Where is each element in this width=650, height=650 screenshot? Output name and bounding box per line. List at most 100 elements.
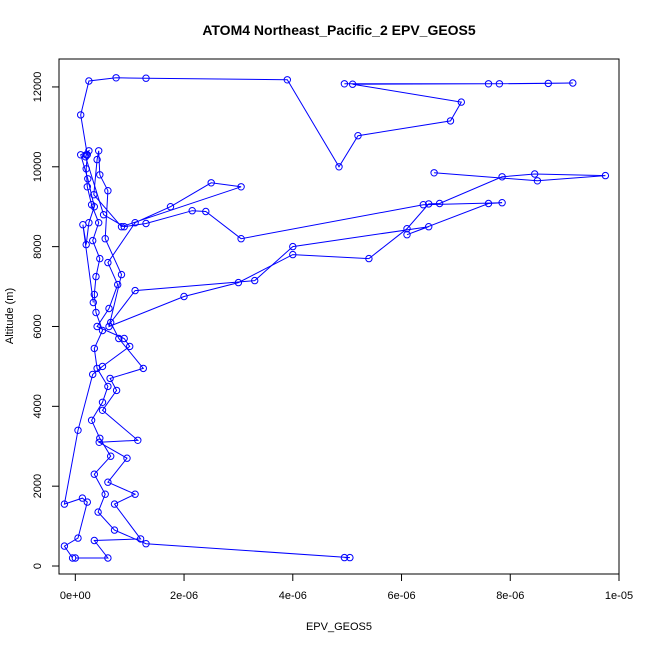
data-point — [90, 290, 99, 299]
data-point — [340, 80, 349, 88]
data-point — [98, 398, 107, 406]
data-point — [93, 322, 101, 331]
chart-title: ATOM4 Northeast_Pacific_2 EPV_GEOS5 — [202, 22, 476, 38]
data-point — [74, 534, 82, 542]
data-point — [90, 470, 99, 478]
data-point — [96, 434, 104, 442]
data-point — [136, 535, 145, 543]
data-point — [180, 292, 188, 301]
data-point — [484, 80, 493, 88]
data-point — [101, 235, 109, 243]
data-point — [601, 171, 610, 180]
data-point — [142, 219, 150, 228]
data-point — [419, 201, 427, 209]
data-point — [142, 540, 150, 548]
data-point — [92, 272, 100, 281]
data-point — [87, 416, 96, 424]
x-tick-label: 8e-06 — [496, 590, 524, 602]
data-point — [348, 80, 357, 88]
data-point — [107, 318, 115, 327]
data-point — [101, 490, 109, 498]
data-point — [85, 77, 93, 85]
data-point — [104, 554, 112, 562]
data-point — [93, 155, 101, 164]
x-tick-label: 1e-05 — [605, 590, 633, 602]
data-point — [188, 207, 196, 215]
data-point — [340, 553, 349, 562]
data-point — [90, 536, 99, 545]
data-point — [77, 151, 85, 159]
x-tick-label: 2e-06 — [170, 590, 198, 602]
data-point — [95, 438, 103, 446]
y-tick-label: 6000 — [32, 314, 44, 338]
data-point — [98, 362, 107, 371]
data-point — [457, 98, 465, 106]
data-point — [131, 219, 139, 227]
data-point — [110, 500, 119, 508]
data-point — [77, 111, 85, 119]
data-point — [117, 270, 126, 279]
data-point — [335, 163, 343, 171]
y-tick-label: 10000 — [32, 151, 44, 182]
series-line-1 — [80, 77, 573, 559]
data-point — [95, 147, 103, 155]
data-point — [71, 554, 80, 562]
data-point — [95, 219, 103, 227]
data-point — [484, 199, 493, 208]
data-point — [531, 170, 539, 178]
y-tick-label: 0 — [32, 563, 44, 569]
data-point — [134, 436, 142, 444]
y-tick-label: 2000 — [32, 474, 44, 498]
data-point — [166, 203, 175, 211]
data-point — [74, 426, 82, 434]
y-tick-label: 12000 — [32, 72, 44, 103]
data-point — [430, 169, 438, 177]
data-point — [79, 221, 87, 229]
data-point — [446, 117, 455, 125]
data-point — [92, 308, 100, 317]
data-point — [283, 76, 291, 84]
data-point — [104, 187, 112, 195]
data-point — [425, 200, 433, 208]
data-point — [354, 132, 362, 140]
data-point — [94, 508, 102, 516]
data-point — [85, 147, 93, 155]
data-point — [126, 342, 134, 351]
y-axis-label: Altitude (m) — [4, 288, 16, 344]
data-point — [115, 334, 123, 343]
data-point — [96, 254, 104, 263]
data-point — [498, 173, 506, 181]
data-point — [289, 242, 297, 251]
series-line-2 — [63, 150, 606, 559]
x-axis-label: EPV_GEOS5 — [306, 621, 372, 633]
y-tick-label: 4000 — [32, 394, 44, 418]
data-point — [533, 177, 542, 185]
data-point — [237, 235, 245, 243]
data-point — [544, 79, 552, 88]
data-point — [202, 207, 210, 216]
data-point — [90, 203, 99, 211]
data-point — [112, 74, 120, 82]
data-point — [89, 298, 98, 307]
data-point — [107, 452, 115, 460]
data-point — [89, 370, 97, 379]
data-point — [106, 374, 114, 383]
data-point — [114, 280, 122, 289]
x-tick-label: 6e-06 — [387, 590, 415, 602]
data-point — [120, 334, 128, 343]
data-point — [495, 80, 504, 88]
data-point — [289, 250, 297, 259]
data-point — [207, 179, 215, 187]
data-point — [346, 553, 354, 562]
data-point — [83, 183, 92, 191]
data-point — [237, 183, 245, 191]
data-point — [104, 258, 112, 267]
data-point — [96, 171, 104, 179]
data-point — [112, 386, 121, 395]
data-point — [84, 175, 92, 183]
data-point — [98, 406, 107, 414]
data-point — [105, 304, 113, 313]
data-point — [60, 542, 69, 550]
data-point — [83, 498, 92, 506]
